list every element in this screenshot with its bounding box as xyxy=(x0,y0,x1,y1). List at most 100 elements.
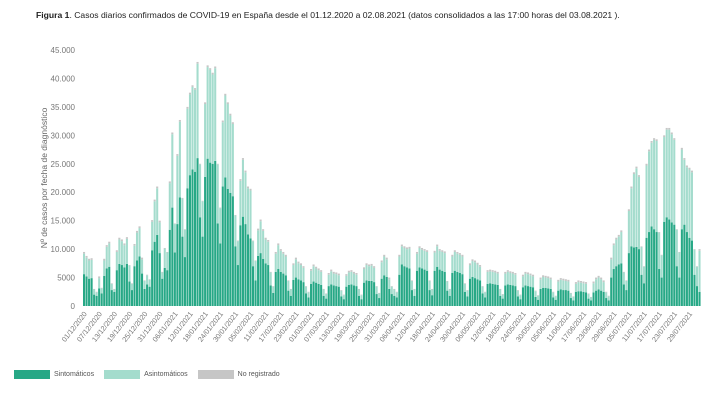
bar-sintomáticos xyxy=(680,229,683,306)
y-tick-label: 15.000 xyxy=(51,217,76,226)
bar-sintomáticos xyxy=(141,273,144,306)
bar-asintomáticos xyxy=(201,201,204,237)
bar-no-registrado xyxy=(257,228,260,231)
bar-asintomáticos xyxy=(204,104,207,177)
bar-sintomáticos xyxy=(393,295,396,306)
bar-no-registrado xyxy=(166,251,169,253)
bar-sintomáticos xyxy=(514,286,517,306)
bar-sintomáticos xyxy=(236,265,239,306)
bar-asintomáticos xyxy=(645,165,648,238)
bar-asintomáticos xyxy=(466,290,469,297)
bar-no-registrado xyxy=(481,286,484,287)
bar-asintomáticos xyxy=(670,134,673,223)
bar-asintomáticos xyxy=(241,159,244,217)
bar-no-registrado xyxy=(496,271,499,274)
bar-asintomáticos xyxy=(388,279,391,289)
bar-asintomáticos xyxy=(625,280,628,291)
bar-sintomáticos xyxy=(234,246,237,306)
bar-asintomáticos xyxy=(456,253,459,272)
bar-sintomáticos xyxy=(219,243,222,306)
bar-sintomáticos xyxy=(163,267,166,306)
bar-sintomáticos xyxy=(304,293,308,306)
bar-asintomáticos xyxy=(592,283,595,293)
bar-no-registrado xyxy=(332,271,335,274)
bar-no-registrado xyxy=(637,175,641,177)
bar-asintomáticos xyxy=(272,286,275,293)
bar-no-registrado xyxy=(292,263,295,266)
bar-no-registrado xyxy=(310,269,313,271)
bar-asintomáticos xyxy=(615,239,618,267)
bar-sintomáticos xyxy=(294,277,297,306)
bar-sintomáticos xyxy=(610,277,613,306)
bar-asintomáticos xyxy=(562,280,565,291)
bar-asintomáticos xyxy=(549,279,552,289)
legend-item-sintomaticos: Sintomáticos xyxy=(14,370,94,379)
bar-no-registrado xyxy=(244,170,247,173)
bar-no-registrado xyxy=(597,275,600,278)
bar-no-registrado xyxy=(534,290,537,292)
bar-asintomáticos xyxy=(685,167,688,233)
bar-asintomáticos xyxy=(236,241,239,266)
bar-no-registrado xyxy=(355,273,358,275)
bar-sintomáticos xyxy=(252,266,255,306)
bar-asintomáticos xyxy=(267,241,270,266)
bar-asintomáticos xyxy=(489,271,492,284)
bar-no-registrado xyxy=(446,280,449,282)
bar-asintomáticos xyxy=(191,86,194,170)
bar-asintomáticos xyxy=(199,164,202,218)
bar-asintomáticos xyxy=(635,168,638,247)
bar-no-registrado xyxy=(206,65,209,68)
bar-asintomáticos xyxy=(161,272,164,279)
bar-no-registrado xyxy=(90,258,93,260)
bar-asintomáticos xyxy=(380,262,383,279)
bar-sintomáticos xyxy=(307,297,310,306)
bar-sintomáticos xyxy=(315,282,318,306)
bar-asintomáticos xyxy=(375,286,378,295)
bar-sintomáticos xyxy=(241,216,244,306)
bar-sintomáticos xyxy=(468,278,471,306)
bar-asintomáticos xyxy=(355,274,358,287)
bar-asintomáticos xyxy=(504,273,507,286)
bar-sintomáticos xyxy=(342,299,345,306)
bar-sintomáticos xyxy=(388,288,391,306)
bar-asintomáticos xyxy=(552,292,555,298)
bar-sintomáticos xyxy=(365,280,368,306)
bar-no-registrado xyxy=(557,279,560,282)
bar-asintomáticos xyxy=(226,104,229,189)
bar-sintomáticos xyxy=(188,175,192,306)
bar-asintomáticos xyxy=(151,221,154,251)
bar-no-registrado xyxy=(373,266,376,268)
bar-sintomáticos xyxy=(441,270,444,306)
bar-asintomáticos xyxy=(395,292,398,298)
bar-asintomáticos xyxy=(113,289,116,292)
bar-no-registrado xyxy=(352,271,355,274)
bar-sintomáticos xyxy=(423,269,426,306)
bar-asintomáticos xyxy=(579,282,582,292)
bar-no-registrado xyxy=(370,263,373,266)
bar-sintomáticos xyxy=(648,232,651,306)
bar-sintomáticos xyxy=(400,264,403,306)
bar-no-registrado xyxy=(279,249,282,251)
bar-asintomáticos xyxy=(663,137,666,222)
bar-sintomáticos xyxy=(476,279,479,306)
bar-no-registrado xyxy=(93,288,96,290)
bar-sintomáticos xyxy=(130,290,133,306)
bar-asintomáticos xyxy=(413,289,416,296)
bar-asintomáticos xyxy=(312,266,315,282)
bar-asintomáticos xyxy=(83,253,86,275)
bar-asintomáticos xyxy=(658,232,661,270)
bar-asintomáticos xyxy=(410,280,413,291)
bar-sintomáticos xyxy=(166,270,169,306)
bar-sintomáticos xyxy=(436,266,439,306)
bar-no-registrado xyxy=(236,240,239,242)
bar-asintomáticos xyxy=(105,246,108,269)
bar-no-registrado xyxy=(418,246,421,248)
bar-sintomáticos xyxy=(622,284,625,306)
bar-no-registrado xyxy=(471,259,474,262)
y-tick-label: 25.000 xyxy=(51,160,76,169)
bar-asintomáticos xyxy=(100,288,103,294)
bar-no-registrado xyxy=(171,132,174,135)
bar-asintomáticos xyxy=(224,95,227,178)
bar-asintomáticos xyxy=(590,297,593,301)
bar-sintomáticos xyxy=(655,232,658,306)
